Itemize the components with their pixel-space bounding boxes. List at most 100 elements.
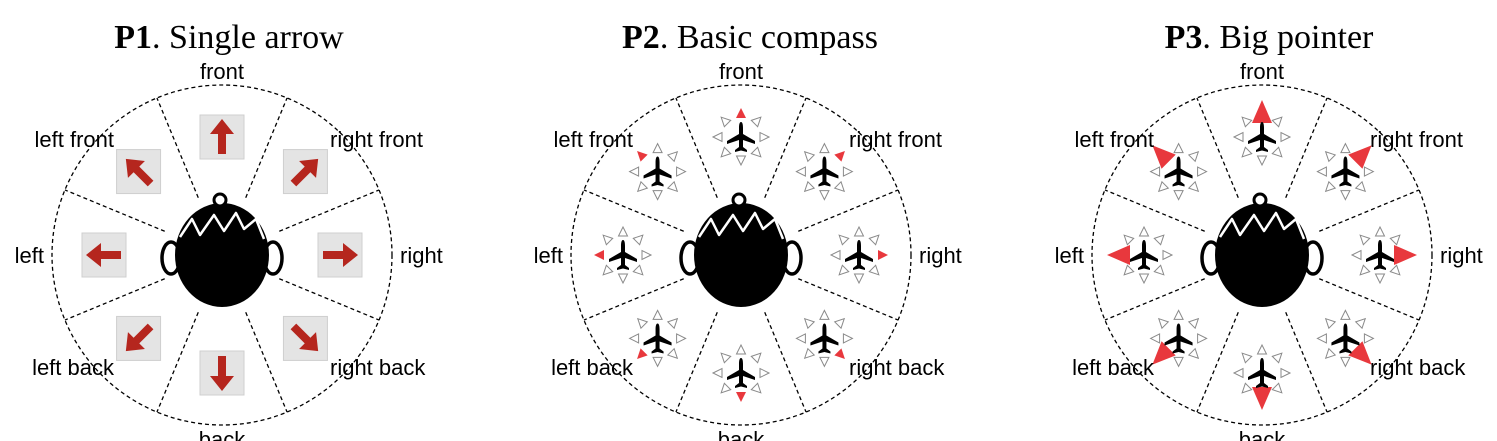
compass-triangle-icon [720, 146, 732, 158]
direction-label-left-front: left front [1075, 127, 1154, 152]
compass-triangle-icon [1153, 264, 1165, 276]
arrow-icon [199, 350, 245, 396]
sector-divider [675, 312, 718, 413]
compass-triangle-icon [829, 249, 841, 261]
compass-triangle-icon [1153, 234, 1165, 246]
compass-triangle-icon [1232, 131, 1244, 143]
compass-triangle-icon [720, 382, 732, 394]
direction-label-back: back [1239, 427, 1286, 441]
compass-triangle-icon [666, 150, 679, 163]
sector-divider [245, 97, 288, 198]
compass-triangle-icon [676, 333, 687, 344]
compass-triangle-icon [720, 116, 732, 128]
compass-triangle-icon [1162, 249, 1174, 261]
compass-triangle-icon [1197, 166, 1208, 177]
compass-triangle-icon [1241, 352, 1253, 364]
panel-title-p2: P2. Basic compass [622, 19, 878, 56]
direction-label-front: front [200, 59, 244, 84]
sector-divider [64, 189, 165, 232]
direction-label-right-front: right front [849, 127, 942, 152]
direction-label-left: left [15, 243, 44, 268]
compass-triangle-icon [803, 317, 816, 330]
compass-triangle-icon [750, 116, 762, 128]
compass-triangle-icon [735, 155, 747, 167]
compass-triangle-icon [1350, 249, 1362, 261]
compass-triangle-icon [750, 382, 762, 394]
compass-triangle-icon [1149, 333, 1161, 344]
airplane-icon [795, 309, 854, 368]
compass-triangle-icon [750, 352, 762, 364]
direction-label-right-back: right back [849, 355, 945, 380]
compass-triangle-icon [803, 347, 816, 360]
compass-triangle-icon [1173, 190, 1184, 201]
sector-divider [245, 312, 288, 413]
airplane-icon [1350, 225, 1417, 285]
compass-triangle-icon [868, 264, 880, 276]
panel-basic-compass: front right front right right back back left … [534, 59, 962, 441]
compass-triangle-icon [838, 264, 850, 276]
compass-triangle-icon [1152, 341, 1176, 365]
panel-title-prefix: P1 [114, 19, 152, 56]
compass-triangle-icon [1173, 142, 1184, 154]
compass-triangle-icon [666, 347, 679, 360]
sector-divider [156, 97, 199, 198]
head-icon [160, 192, 284, 307]
compass-triangle-icon [736, 392, 746, 402]
direction-label-right: right [400, 243, 443, 268]
compass-triangle-icon [750, 146, 762, 158]
compass-triangle-icon [1271, 116, 1283, 128]
direction-label-front: front [1240, 59, 1284, 84]
compass-triangle-icon [617, 273, 629, 285]
compass-triangle-icon [1271, 146, 1283, 158]
compass-triangle-icon [720, 352, 732, 364]
compass-triangle-icon [1316, 333, 1327, 344]
compass-triangle-icon [759, 131, 771, 143]
airplane-icon [795, 142, 854, 201]
compass-triangle-icon [1271, 382, 1283, 394]
panel-title-text: . Single arrow [152, 19, 344, 56]
airplane-icon [1232, 100, 1292, 167]
compass-triangle-icon [759, 367, 771, 379]
compass-triangle-icon [652, 190, 663, 201]
compass-triangle-icon [632, 264, 644, 276]
airplane-icon [711, 108, 771, 167]
compass-triangle-icon [1256, 155, 1268, 167]
compass-triangle-icon [803, 150, 816, 163]
compass-triangle-icon [833, 180, 846, 193]
compass-triangle-icon [1152, 145, 1176, 169]
compass-triangle-icon [1107, 245, 1130, 265]
compass-triangle-icon [602, 234, 614, 246]
compass-triangle-icon [1374, 273, 1386, 285]
panel-title-prefix: P2 [622, 19, 660, 56]
sector-divider [1285, 312, 1328, 413]
compass-triangle-icon [819, 356, 830, 368]
compass-triangle-icon [819, 309, 830, 320]
sector-divider [764, 97, 807, 198]
arrow-icon [81, 232, 127, 278]
compass-triangle-icon [602, 264, 614, 276]
compass-triangle-icon [819, 142, 830, 154]
compass-triangle-icon [838, 234, 850, 246]
compass-triangle-icon [1187, 180, 1200, 193]
compass-triangle-icon [1348, 341, 1372, 365]
compass-triangle-icon [1324, 150, 1337, 163]
compass-triangle-icon [676, 166, 687, 177]
compass-triangle-icon [1241, 116, 1253, 128]
direction-label-left: left [1055, 243, 1084, 268]
compass-triangle-icon [1241, 382, 1253, 394]
sector-divider [1196, 97, 1239, 198]
compass-triangle-icon [711, 367, 723, 379]
direction-label-left: left [534, 243, 563, 268]
compass-triangle-icon [1394, 245, 1417, 265]
airplane-icon [829, 225, 888, 285]
compass-triangle-icon [819, 190, 830, 201]
compass-triangle-icon [1256, 343, 1268, 355]
arrow-icon [116, 315, 162, 361]
panel-title-text: . Basic compass [660, 19, 878, 56]
sector-divider [798, 189, 899, 232]
panel-big-pointer: front right front right right back back left … [1055, 59, 1483, 441]
compass-triangle-icon [1280, 367, 1292, 379]
airplane-icon [1316, 142, 1375, 201]
sector-divider [156, 312, 199, 413]
